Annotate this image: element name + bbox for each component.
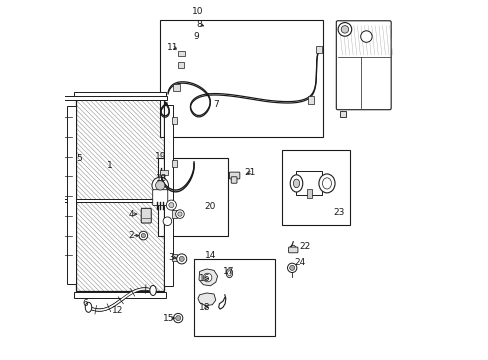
Circle shape [203,273,211,282]
FancyBboxPatch shape [229,172,239,179]
Ellipse shape [293,179,299,188]
Text: 9: 9 [193,32,199,41]
Circle shape [168,203,174,208]
Text: 6: 6 [82,299,88,308]
Bar [158,158,228,235]
Polygon shape [198,293,215,306]
Circle shape [289,245,295,251]
Bar [316,46,321,53]
Bar [160,21,323,137]
Bar [172,253,177,261]
Text: 16: 16 [199,274,210,283]
FancyBboxPatch shape [231,177,237,183]
Circle shape [175,210,184,219]
Bar [178,50,184,56]
Bar [172,117,177,125]
Text: 5: 5 [77,154,82,163]
Bar [173,84,179,91]
Text: 4: 4 [128,210,134,219]
Bar [282,149,349,225]
Ellipse shape [318,174,334,193]
Text: 15: 15 [163,314,175,323]
FancyBboxPatch shape [288,247,297,253]
Ellipse shape [322,178,331,189]
Ellipse shape [149,285,156,296]
Circle shape [289,265,294,270]
Circle shape [163,217,171,226]
Bar [160,170,168,175]
Text: 18: 18 [199,303,210,312]
Circle shape [155,181,164,190]
Bar [172,211,177,218]
Bar [61,199,156,202]
Text: 12: 12 [111,306,122,315]
Bar [76,99,163,291]
Circle shape [152,177,168,194]
FancyBboxPatch shape [336,21,390,110]
Text: 23: 23 [333,208,345,217]
Text: 1: 1 [107,161,113,170]
Circle shape [141,233,145,238]
Circle shape [337,23,351,36]
Text: 19: 19 [154,152,165,161]
Circle shape [179,256,184,261]
Bar [163,105,172,286]
Circle shape [178,212,182,216]
Text: 13: 13 [156,174,167,183]
Circle shape [360,31,371,42]
Circle shape [341,26,348,33]
Text: 21: 21 [244,168,255,177]
Text: 10: 10 [192,7,203,16]
Text: 17: 17 [222,267,234,276]
Text: 3: 3 [168,253,174,262]
Bar [61,96,167,100]
Circle shape [173,314,183,323]
Bar [74,292,165,298]
Text: 14: 14 [204,251,216,260]
FancyBboxPatch shape [141,208,151,223]
Bar [67,107,76,284]
Bar [339,111,346,117]
Text: 2: 2 [128,231,134,240]
Ellipse shape [227,271,231,276]
Circle shape [166,200,176,210]
Text: 20: 20 [204,202,216,211]
Text: 8: 8 [196,19,202,28]
Bar [296,171,321,195]
Polygon shape [199,269,217,286]
Circle shape [287,263,296,273]
Bar [178,62,183,68]
Text: 11: 11 [167,43,178,52]
Bar [307,96,313,104]
Bar [74,92,165,99]
Ellipse shape [226,269,232,278]
FancyBboxPatch shape [152,190,167,206]
Text: 7: 7 [212,100,218,109]
Circle shape [139,231,147,240]
Bar [172,160,177,167]
Ellipse shape [290,175,302,192]
Text: 24: 24 [294,258,305,267]
Circle shape [175,316,180,320]
Ellipse shape [85,302,92,312]
Circle shape [176,254,186,264]
Text: 22: 22 [299,242,310,251]
Bar [194,259,274,336]
Bar [306,189,311,198]
